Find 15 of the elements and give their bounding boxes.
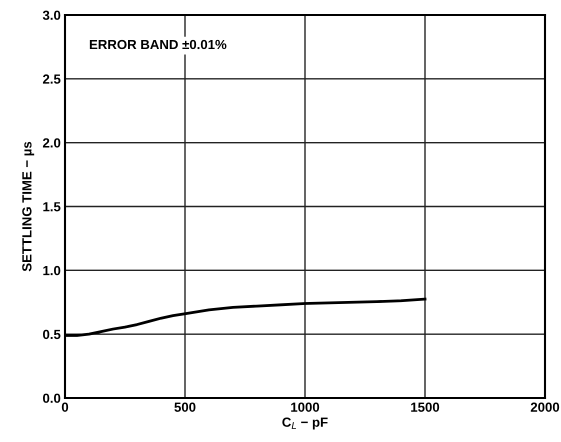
y-axis-title: SETTLING TIME − µs: [22, 142, 34, 272]
y-tick-label: 1.0: [43, 266, 60, 276]
x-tick-label: 1000: [291, 402, 320, 412]
y-tick-label: 2.0: [42, 138, 60, 148]
y-tick-label: 2.5: [42, 74, 60, 84]
annotation: ERROR BAND ±0.01%: [90, 40, 226, 50]
x-tick-label: 0: [62, 402, 68, 412]
y-tick-label: 1.5: [43, 202, 60, 212]
x-tick-label: 1500: [411, 402, 440, 412]
y-tick-label: 0.0: [43, 394, 60, 403]
x-axis-title: C$_{L}$ − pF: [282, 418, 328, 430]
x-tick-label: 2000: [530, 402, 560, 412]
x-tick-label: 500: [174, 402, 196, 412]
y-tick-label: 3.0: [42, 10, 60, 20]
y-tick-label: 0.5: [43, 330, 60, 340]
